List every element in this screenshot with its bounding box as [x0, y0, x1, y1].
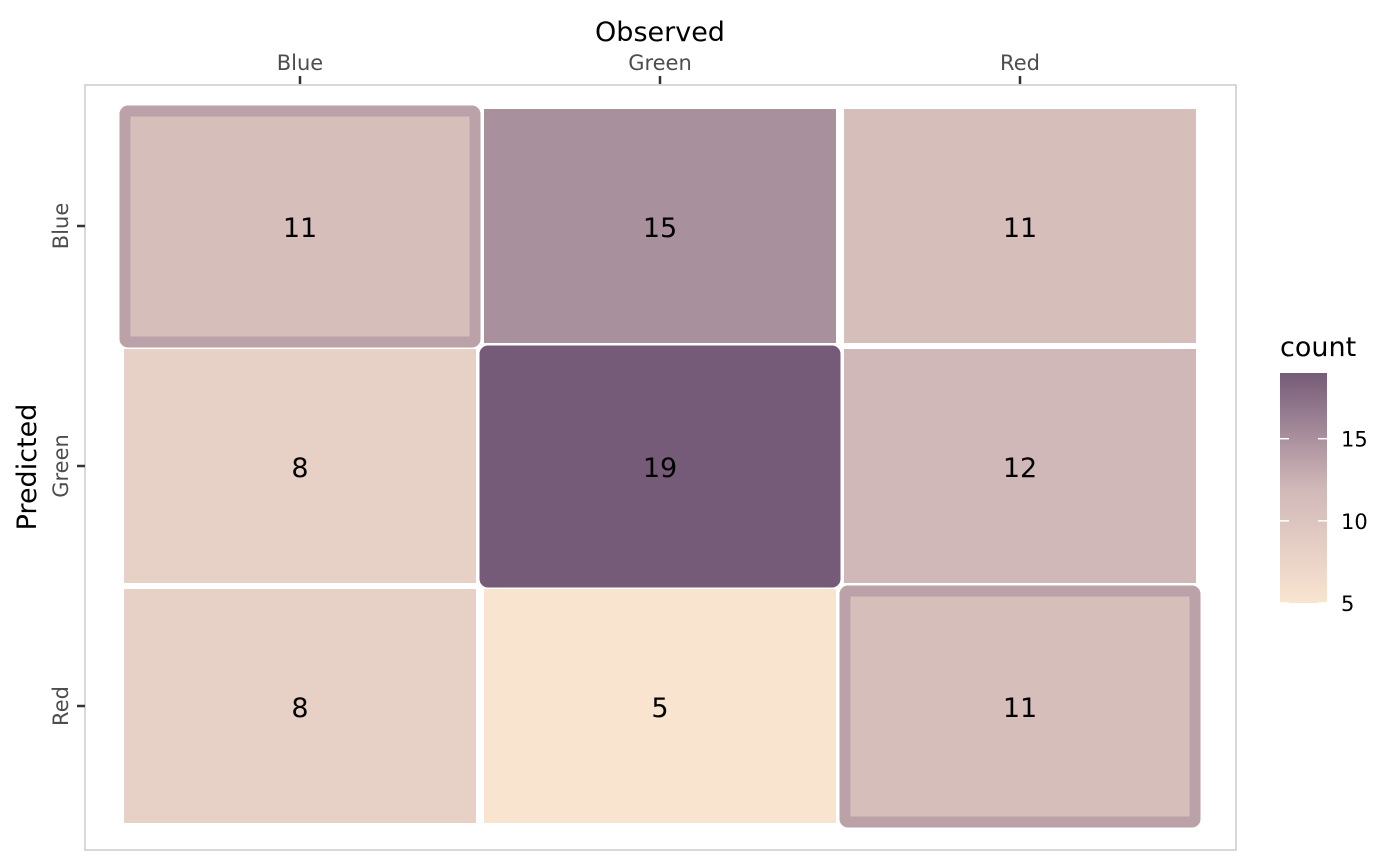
- cell-red-green: [484, 589, 836, 823]
- legend-colorbar: [1280, 373, 1327, 603]
- cell-value-label: 8: [291, 453, 308, 484]
- legend-tick-label: 5: [1341, 592, 1354, 616]
- cells-layer: 11 15 11 8 19 12 8 5 11: [119, 105, 1201, 828]
- legend-tick-label: 15: [1341, 428, 1368, 452]
- legend-title: count: [1280, 332, 1356, 363]
- cell-blue-blue: [119, 105, 481, 348]
- cell-red-red: [839, 585, 1201, 828]
- cell-value-label: 11: [1003, 213, 1037, 244]
- y-tick-label: Blue: [49, 203, 73, 249]
- x-tick-label: Red: [1000, 51, 1040, 75]
- panel-border: [84, 84, 1237, 851]
- legend: count 5 10 15: [1280, 332, 1368, 616]
- legend-tick-label: 10: [1341, 510, 1368, 534]
- cell-green-blue: [124, 349, 476, 583]
- cell-value-label: 11: [1003, 693, 1037, 724]
- y-axis-title: Predicted: [12, 404, 43, 531]
- cell-blue-red: [844, 109, 1196, 343]
- cell-green-green: [479, 345, 841, 588]
- cell-value-label: 5: [651, 693, 668, 724]
- cell-value-label: 8: [291, 693, 308, 724]
- cell-value-label: 15: [643, 213, 677, 244]
- x-tick-label: Blue: [277, 51, 323, 75]
- y-tick-label: Green: [49, 434, 73, 498]
- x-tick-label: Green: [628, 51, 692, 75]
- cell-value-label: 12: [1003, 453, 1037, 484]
- x-axis-title: Observed: [595, 17, 725, 48]
- cell-green-red: [844, 349, 1196, 583]
- cell-value-label: 11: [283, 213, 317, 244]
- cell-red-blue: [124, 589, 476, 823]
- y-axis: Blue Green Red: [49, 203, 85, 726]
- cell-value-label: 19: [643, 453, 677, 484]
- cell-blue-green: [484, 109, 836, 343]
- x-axis: Blue Green Red: [277, 51, 1040, 84]
- y-tick-label: Red: [49, 686, 73, 726]
